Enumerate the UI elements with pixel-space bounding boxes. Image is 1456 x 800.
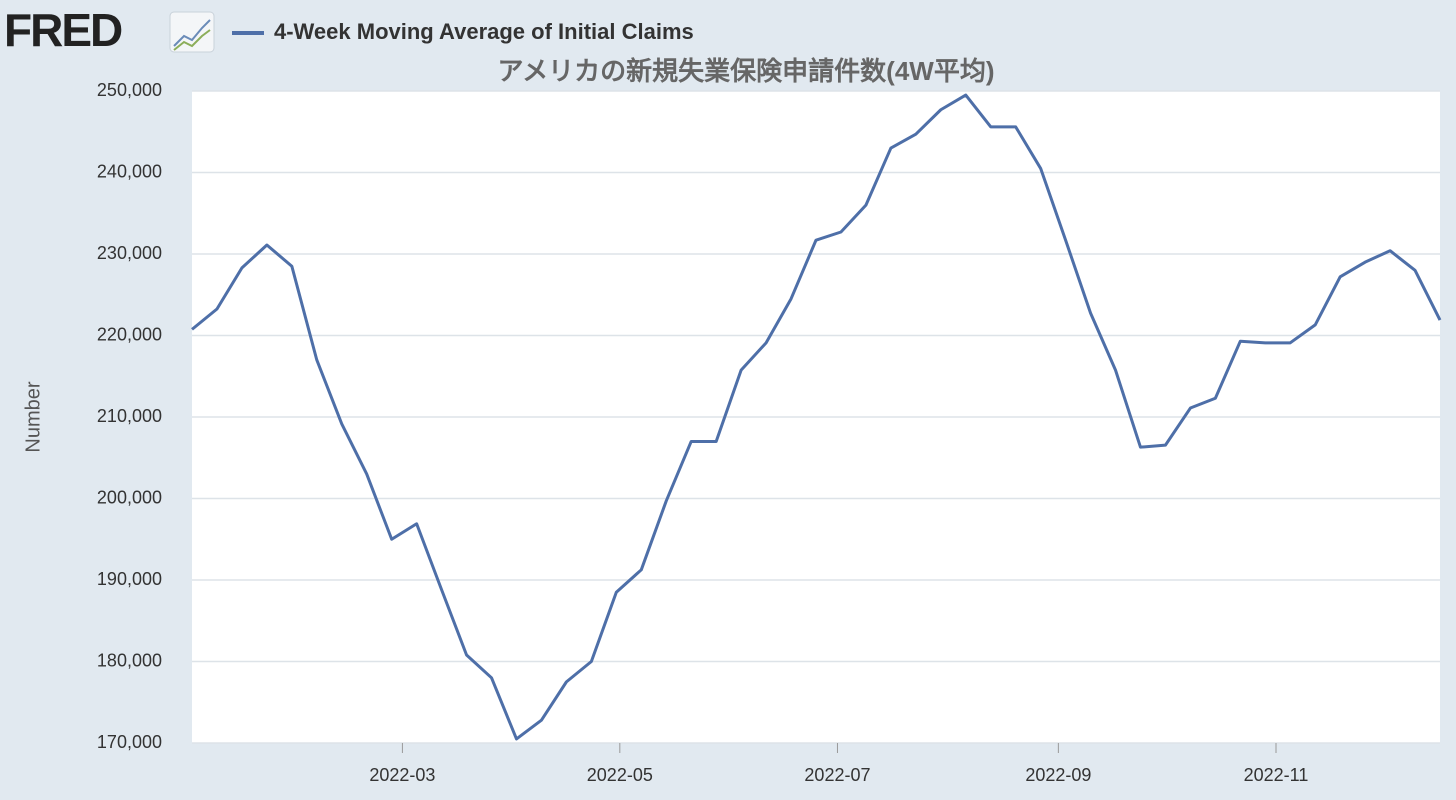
y-tick-label: 210,000: [97, 406, 162, 426]
y-tick-label: 240,000: [97, 161, 162, 181]
y-tick-label: 250,000: [97, 80, 162, 100]
data-line: [191, 93, 1442, 741]
x-tick-label: 2022-09: [1025, 765, 1091, 785]
y-axis-label: Number: [22, 381, 44, 452]
x-tick-label: 2022-03: [369, 765, 435, 785]
y-tick-label: 180,000: [97, 650, 162, 670]
y-tick-label: 200,000: [97, 487, 162, 507]
chart-title: アメリカの新規失業保険申請件数(4W平均): [497, 56, 994, 86]
y-tick-label: 230,000: [97, 243, 162, 263]
y-tick-label: 220,000: [97, 324, 162, 344]
x-tick-label: 2022-07: [804, 765, 870, 785]
legend-label: 4-Week Moving Average of Initial Claims: [274, 19, 694, 44]
logo: FRED: [4, 4, 122, 56]
y-tick-label: 170,000: [97, 732, 162, 752]
x-tick-label: 2022-05: [587, 765, 653, 785]
y-tick-label: 190,000: [97, 569, 162, 589]
logo-icon: [169, 11, 215, 53]
x-tick-label: 2022-11: [1244, 765, 1309, 785]
